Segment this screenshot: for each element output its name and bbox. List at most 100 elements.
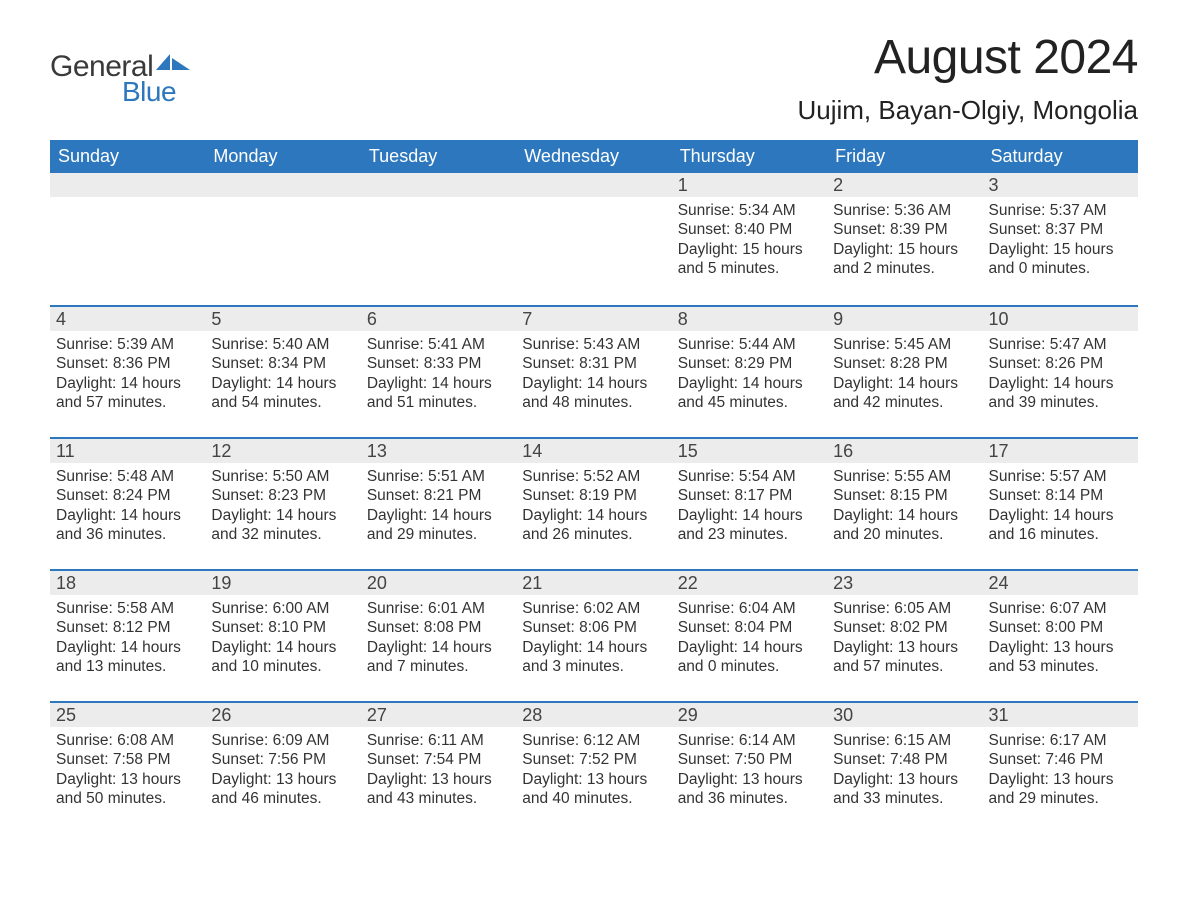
day-body: Sunrise: 5:45 AMSunset: 8:28 PMDaylight:… [827, 331, 982, 421]
daylight-line-2: and 3 minutes. [522, 657, 665, 676]
daylight-line-2: and 36 minutes. [678, 789, 821, 808]
sunset-line: Sunset: 8:19 PM [522, 486, 665, 505]
sunrise-line: Sunrise: 5:48 AM [56, 467, 199, 486]
day-number: 23 [827, 571, 982, 595]
day-body: Sunrise: 5:44 AMSunset: 8:29 PMDaylight:… [672, 331, 827, 421]
daylight-line: Daylight: 14 hours [211, 506, 354, 525]
day-cell: 12Sunrise: 5:50 AMSunset: 8:23 PMDayligh… [205, 439, 360, 569]
sunset-line: Sunset: 8:10 PM [211, 618, 354, 637]
daylight-line: Daylight: 14 hours [56, 506, 199, 525]
daylight-line-2: and 46 minutes. [211, 789, 354, 808]
day-cell: 11Sunrise: 5:48 AMSunset: 8:24 PMDayligh… [50, 439, 205, 569]
day-body: Sunrise: 5:39 AMSunset: 8:36 PMDaylight:… [50, 331, 205, 421]
day-number: 27 [361, 703, 516, 727]
sunrise-line: Sunrise: 6:09 AM [211, 731, 354, 750]
sunrise-line: Sunrise: 5:36 AM [833, 201, 976, 220]
day-body: Sunrise: 5:54 AMSunset: 8:17 PMDaylight:… [672, 463, 827, 553]
daylight-line-2: and 43 minutes. [367, 789, 510, 808]
day-body: Sunrise: 5:58 AMSunset: 8:12 PMDaylight:… [50, 595, 205, 685]
daylight-line: Daylight: 14 hours [678, 506, 821, 525]
logo: General Blue [50, 50, 190, 108]
day-number: 28 [516, 703, 671, 727]
sunset-line: Sunset: 7:56 PM [211, 750, 354, 769]
day-number: 31 [983, 703, 1138, 727]
day-body: Sunrise: 6:04 AMSunset: 8:04 PMDaylight:… [672, 595, 827, 685]
day-number [516, 173, 671, 197]
daylight-line-2: and 0 minutes. [989, 259, 1132, 278]
dow-thursday: Thursday [672, 140, 827, 173]
daylight-line: Daylight: 13 hours [211, 770, 354, 789]
day-cell: 17Sunrise: 5:57 AMSunset: 8:14 PMDayligh… [983, 439, 1138, 569]
day-number: 15 [672, 439, 827, 463]
daylight-line: Daylight: 13 hours [678, 770, 821, 789]
day-body: Sunrise: 5:51 AMSunset: 8:21 PMDaylight:… [361, 463, 516, 553]
daylight-line-2: and 42 minutes. [833, 393, 976, 412]
day-body: Sunrise: 6:12 AMSunset: 7:52 PMDaylight:… [516, 727, 671, 817]
daylight-line-2: and 2 minutes. [833, 259, 976, 278]
daylight-line: Daylight: 14 hours [989, 506, 1132, 525]
sunrise-line: Sunrise: 6:17 AM [989, 731, 1132, 750]
day-number: 22 [672, 571, 827, 595]
day-number: 1 [672, 173, 827, 197]
day-number: 30 [827, 703, 982, 727]
sunset-line: Sunset: 8:28 PM [833, 354, 976, 373]
weeks-container: 1Sunrise: 5:34 AMSunset: 8:40 PMDaylight… [50, 173, 1138, 833]
day-body [516, 197, 671, 209]
dow-monday: Monday [205, 140, 360, 173]
day-body: Sunrise: 6:08 AMSunset: 7:58 PMDaylight:… [50, 727, 205, 817]
day-number [50, 173, 205, 197]
day-body: Sunrise: 5:34 AMSunset: 8:40 PMDaylight:… [672, 197, 827, 287]
sunset-line: Sunset: 7:48 PM [833, 750, 976, 769]
day-cell: 8Sunrise: 5:44 AMSunset: 8:29 PMDaylight… [672, 307, 827, 437]
daylight-line-2: and 36 minutes. [56, 525, 199, 544]
sunrise-line: Sunrise: 5:52 AM [522, 467, 665, 486]
day-body: Sunrise: 6:17 AMSunset: 7:46 PMDaylight:… [983, 727, 1138, 817]
sunrise-line: Sunrise: 5:54 AM [678, 467, 821, 486]
daylight-line: Daylight: 13 hours [833, 638, 976, 657]
sunrise-line: Sunrise: 6:12 AM [522, 731, 665, 750]
sunrise-line: Sunrise: 6:08 AM [56, 731, 199, 750]
day-number: 10 [983, 307, 1138, 331]
day-number: 4 [50, 307, 205, 331]
day-number: 5 [205, 307, 360, 331]
day-cell: 29Sunrise: 6:14 AMSunset: 7:50 PMDayligh… [672, 703, 827, 833]
day-number: 29 [672, 703, 827, 727]
day-cell: 19Sunrise: 6:00 AMSunset: 8:10 PMDayligh… [205, 571, 360, 701]
daylight-line: Daylight: 14 hours [678, 638, 821, 657]
day-cell: 15Sunrise: 5:54 AMSunset: 8:17 PMDayligh… [672, 439, 827, 569]
dow-tuesday: Tuesday [361, 140, 516, 173]
daylight-line-2: and 48 minutes. [522, 393, 665, 412]
daylight-line: Daylight: 14 hours [989, 374, 1132, 393]
day-body: Sunrise: 5:43 AMSunset: 8:31 PMDaylight:… [516, 331, 671, 421]
day-number: 24 [983, 571, 1138, 595]
day-cell: 25Sunrise: 6:08 AMSunset: 7:58 PMDayligh… [50, 703, 205, 833]
sunrise-line: Sunrise: 6:14 AM [678, 731, 821, 750]
day-cell [516, 173, 671, 305]
daylight-line: Daylight: 14 hours [678, 374, 821, 393]
day-cell: 31Sunrise: 6:17 AMSunset: 7:46 PMDayligh… [983, 703, 1138, 833]
week-row: 18Sunrise: 5:58 AMSunset: 8:12 PMDayligh… [50, 569, 1138, 701]
day-number: 17 [983, 439, 1138, 463]
day-number: 3 [983, 173, 1138, 197]
day-number: 7 [516, 307, 671, 331]
day-cell: 27Sunrise: 6:11 AMSunset: 7:54 PMDayligh… [361, 703, 516, 833]
day-cell [50, 173, 205, 305]
sunrise-line: Sunrise: 6:05 AM [833, 599, 976, 618]
sunset-line: Sunset: 8:26 PM [989, 354, 1132, 373]
daylight-line: Daylight: 14 hours [211, 638, 354, 657]
daylight-line-2: and 50 minutes. [56, 789, 199, 808]
sunset-line: Sunset: 7:52 PM [522, 750, 665, 769]
daylight-line: Daylight: 14 hours [367, 638, 510, 657]
sunset-line: Sunset: 8:14 PM [989, 486, 1132, 505]
day-body: Sunrise: 5:40 AMSunset: 8:34 PMDaylight:… [205, 331, 360, 421]
day-number: 14 [516, 439, 671, 463]
day-body: Sunrise: 6:07 AMSunset: 8:00 PMDaylight:… [983, 595, 1138, 685]
daylight-line: Daylight: 13 hours [989, 638, 1132, 657]
daylight-line: Daylight: 14 hours [522, 374, 665, 393]
day-number: 8 [672, 307, 827, 331]
daylight-line: Daylight: 15 hours [678, 240, 821, 259]
daylight-line-2: and 10 minutes. [211, 657, 354, 676]
sunset-line: Sunset: 7:46 PM [989, 750, 1132, 769]
day-body: Sunrise: 6:14 AMSunset: 7:50 PMDaylight:… [672, 727, 827, 817]
day-cell: 1Sunrise: 5:34 AMSunset: 8:40 PMDaylight… [672, 173, 827, 305]
